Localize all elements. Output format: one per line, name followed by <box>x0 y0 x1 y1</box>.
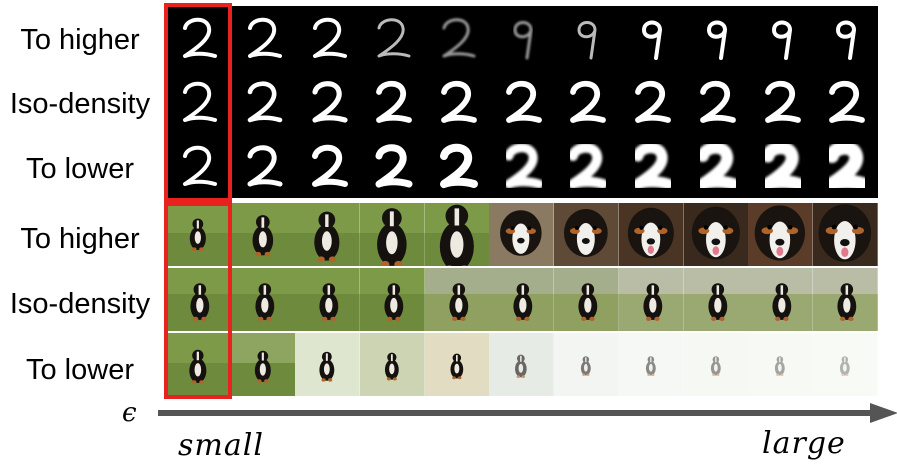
dog-image-to-lower-2 <box>295 333 361 396</box>
dog-image-to-lower-7 <box>618 333 684 396</box>
dog-image-to-higher-2 <box>295 203 361 266</box>
mnist-digit-to-lower-9 <box>748 134 813 198</box>
mnist-digit-iso-density-2 <box>295 70 360 134</box>
mnist-digit-to-higher-4 <box>425 6 490 70</box>
dog-image-iso-density-7 <box>618 268 684 331</box>
dog-image-to-lower-4 <box>424 333 490 396</box>
row-label-mnist-to-lower: To lower <box>26 152 134 185</box>
mnist-digit-iso-density-1 <box>231 70 296 134</box>
mnist-digit-to-lower-10 <box>813 134 878 198</box>
dog-image-to-higher-5 <box>489 203 555 266</box>
dog-image-iso-density-0 <box>166 268 231 331</box>
dog-image-to-lower-9 <box>748 333 813 396</box>
dog-image-to-lower-5 <box>489 333 555 396</box>
mnist-digit-to-higher-8 <box>684 6 749 70</box>
dog-image-to-higher-6 <box>554 203 619 266</box>
dog-image-to-lower-0 <box>166 333 231 396</box>
mnist-digit-iso-density-7 <box>619 70 684 134</box>
axis-end-label: large <box>762 426 846 461</box>
mnist-digit-to-lower-7 <box>619 134 684 198</box>
mnist-digit-to-higher-10 <box>813 6 878 70</box>
dog-row-to-lower <box>166 333 878 396</box>
row-label-mnist-to-higher: To higher <box>20 23 140 56</box>
dog-row-iso-density <box>166 268 878 331</box>
mnist-digit-iso-density-3 <box>360 70 425 134</box>
epsilon-axis-arrow <box>158 403 897 423</box>
dog-row-to-higher <box>166 203 878 266</box>
mnist-digit-to-lower-0 <box>166 134 231 198</box>
dog-image-iso-density-9 <box>748 268 813 331</box>
mnist-digit-iso-density-0 <box>166 70 231 134</box>
dog-image-to-lower-1 <box>230 333 296 396</box>
dog-image-iso-density-5 <box>489 268 555 331</box>
mnist-digit-to-higher-7 <box>619 6 684 70</box>
mnist-digit-to-higher-3 <box>360 6 425 70</box>
mnist-row-iso-density <box>166 70 878 134</box>
mnist-row-to-lower <box>166 134 878 198</box>
dog-image-to-higher-4 <box>424 203 490 266</box>
mnist-digit-iso-density-9 <box>748 70 813 134</box>
mnist-digit-to-lower-8 <box>684 134 749 198</box>
dog-image-grid <box>166 203 878 397</box>
dog-image-to-higher-7 <box>618 203 684 266</box>
dog-image-iso-density-3 <box>360 268 425 331</box>
dog-image-iso-density-1 <box>230 268 296 331</box>
mnist-digit-to-lower-4 <box>425 134 490 198</box>
dog-image-iso-density-4 <box>424 268 490 331</box>
dog-image-to-lower-6 <box>554 333 619 396</box>
mnist-digit-iso-density-10 <box>813 70 878 134</box>
epsilon-symbol: ϵ <box>122 398 137 428</box>
mnist-digit-to-higher-9 <box>748 6 813 70</box>
dog-image-to-higher-0 <box>166 203 231 266</box>
row-label-dog-to-higher: To higher <box>20 222 140 255</box>
dog-image-iso-density-10 <box>812 268 878 331</box>
mnist-digit-to-higher-2 <box>295 6 360 70</box>
mnist-digit-to-lower-2 <box>295 134 360 198</box>
mnist-row-to-higher <box>166 6 878 70</box>
dog-image-to-higher-1 <box>230 203 296 266</box>
dog-image-to-lower-8 <box>683 333 749 396</box>
mnist-digit-to-higher-5 <box>489 6 554 70</box>
mnist-digit-to-lower-3 <box>360 134 425 198</box>
dog-image-to-lower-3 <box>360 333 425 396</box>
mnist-digit-to-lower-6 <box>554 134 619 198</box>
mnist-digit-to-higher-0 <box>166 6 231 70</box>
mnist-digit-to-higher-1 <box>231 6 296 70</box>
dog-image-to-higher-9 <box>748 203 813 266</box>
dog-image-to-higher-3 <box>360 203 425 266</box>
row-label-dog-iso-density: Iso-density <box>9 287 151 320</box>
mnist-digit-iso-density-6 <box>554 70 619 134</box>
dog-image-to-higher-10 <box>812 203 878 266</box>
axis-start-label: small <box>178 428 264 463</box>
mnist-digit-iso-density-5 <box>489 70 554 134</box>
dog-image-iso-density-8 <box>683 268 749 331</box>
mnist-image-grid <box>166 6 878 198</box>
mnist-digit-to-higher-6 <box>554 6 619 70</box>
mnist-digit-iso-density-8 <box>684 70 749 134</box>
dog-image-to-higher-8 <box>683 203 749 266</box>
dog-image-iso-density-2 <box>295 268 361 331</box>
row-label-dog-to-lower: To lower <box>26 353 134 386</box>
mnist-digit-iso-density-4 <box>425 70 490 134</box>
mnist-digit-to-lower-1 <box>231 134 296 198</box>
dog-image-to-lower-10 <box>812 333 878 396</box>
mnist-digit-to-lower-5 <box>489 134 554 198</box>
dog-image-iso-density-6 <box>554 268 619 331</box>
row-label-mnist-iso-density: Iso-density <box>9 87 151 120</box>
